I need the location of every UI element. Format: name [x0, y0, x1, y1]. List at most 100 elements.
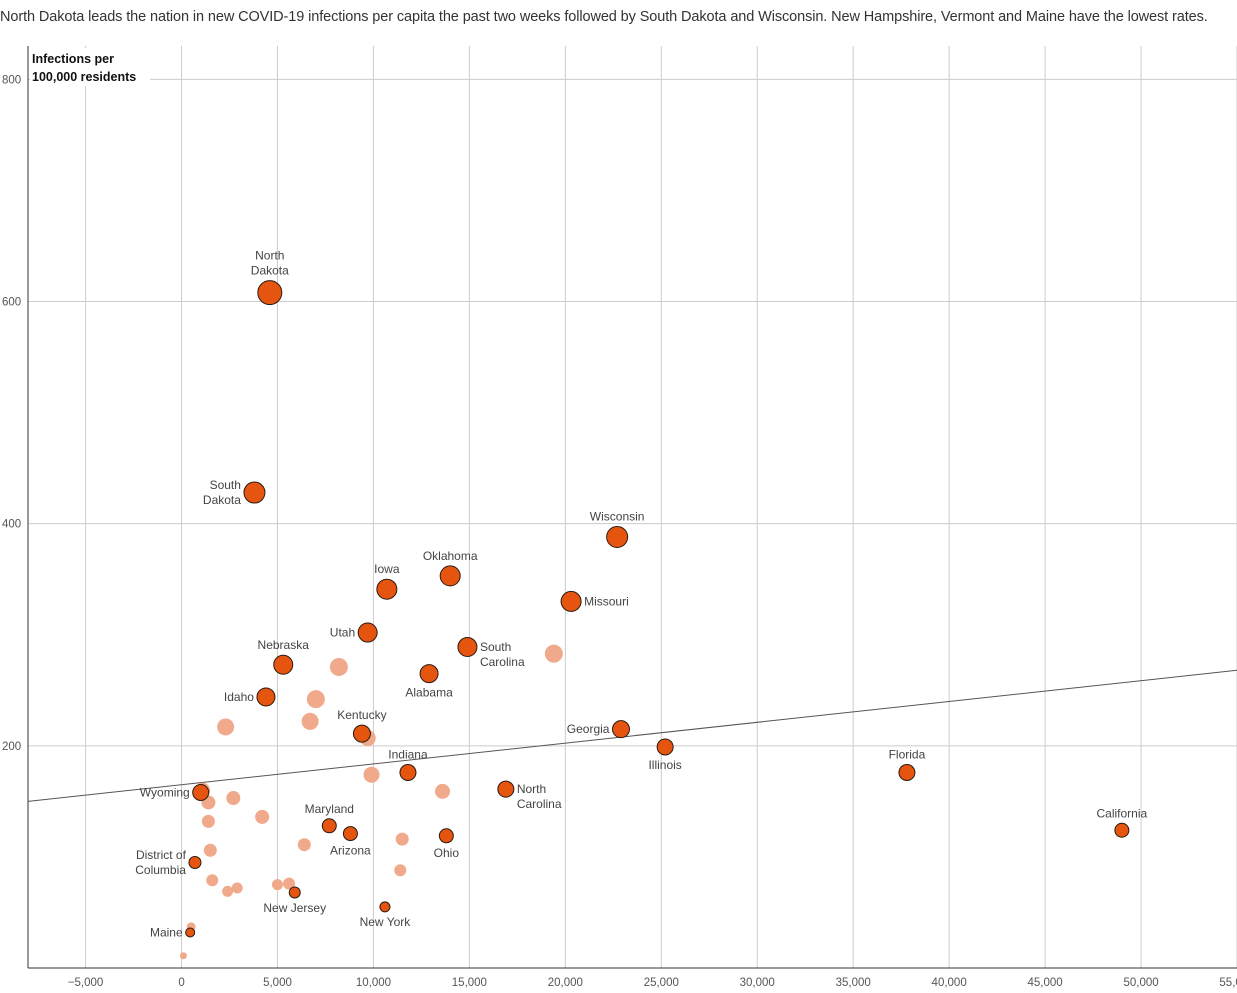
- point-idaho: [256, 687, 276, 707]
- point-label: North: [255, 249, 284, 263]
- y-axis-title-bg: [30, 48, 150, 86]
- point-label: Utah: [330, 626, 355, 640]
- state-point: [301, 712, 319, 730]
- state-point: [544, 644, 563, 663]
- point-label: Carolina: [480, 655, 525, 669]
- y-axis-title-line: Infections per: [32, 52, 114, 66]
- point-labels: NorthDakotaSouthDakotaWisconsinOklahomaI…: [135, 249, 1147, 940]
- x-tick-label: 30,000: [740, 977, 775, 989]
- x-tick-label: −5,000: [68, 977, 104, 989]
- point-label: Alabama: [405, 686, 453, 700]
- point-south-dakota: [243, 481, 266, 504]
- point-label: Maine: [150, 925, 183, 939]
- state-point: [329, 657, 348, 676]
- state-point: [203, 843, 217, 857]
- point-south-carolina: [457, 636, 478, 657]
- x-tick-label: 0: [178, 977, 184, 989]
- state-point: [394, 864, 407, 877]
- point-label: Iowa: [374, 562, 400, 576]
- point-ohio: [438, 828, 454, 844]
- point-label: New Jersey: [263, 901, 326, 915]
- point-label: District of: [136, 848, 187, 862]
- point-label: Kentucky: [337, 708, 386, 722]
- point-north-dakota: [257, 280, 283, 306]
- y-tick-label: 400: [2, 519, 21, 531]
- point-label: Indiana: [388, 747, 428, 761]
- point-arizona: [342, 826, 358, 842]
- point-label: Ohio: [434, 846, 460, 860]
- y-tick-label: 200: [2, 741, 21, 753]
- x-tick-label: 15,000: [452, 977, 487, 989]
- point-nebraska: [273, 654, 294, 675]
- state-point: [363, 766, 380, 783]
- y-tick-label: 800: [2, 74, 21, 86]
- state-point: [435, 783, 451, 799]
- point-new-jersey: [288, 886, 301, 899]
- x-tick-label: 45,000: [1028, 977, 1063, 989]
- x-tick-label: 10,000: [356, 977, 391, 989]
- point-kentucky: [352, 724, 371, 743]
- x-tick-label: 40,000: [932, 977, 967, 989]
- point-label: New York: [360, 915, 412, 929]
- point-wyoming: [192, 783, 210, 801]
- point-label: Nebraska: [258, 638, 310, 652]
- state-point: [226, 791, 241, 806]
- y-axis-title-line: 100,000 residents: [32, 70, 136, 84]
- x-tick-label: 35,000: [836, 977, 871, 989]
- point-label: Maryland: [305, 802, 354, 816]
- x-tick-label: 55,000: [1219, 977, 1237, 989]
- point-label: Columbia: [135, 863, 186, 877]
- state-point: [206, 874, 219, 887]
- point-indiana: [399, 763, 417, 781]
- x-tick-label: 5,000: [263, 977, 292, 989]
- point-missouri: [560, 590, 582, 612]
- point-label: South: [210, 478, 241, 492]
- point-label: Idaho: [224, 690, 254, 704]
- point-utah: [357, 622, 378, 643]
- point-georgia: [611, 720, 630, 739]
- point-district-of-columbia: [188, 855, 202, 869]
- point-north-carolina: [497, 780, 515, 798]
- y-axis-title: Infections per 100,000 residents: [30, 48, 150, 86]
- point-wisconsin: [606, 525, 629, 548]
- point-iowa: [376, 578, 398, 600]
- state-point: [271, 879, 283, 891]
- state-point: [201, 814, 215, 828]
- trendline-group: [27, 669, 1237, 802]
- point-illinois: [656, 738, 674, 756]
- point-label: Arizona: [330, 844, 371, 858]
- grid-lines: [28, 46, 1237, 968]
- state-point: [255, 809, 270, 824]
- point-label: Dakota: [203, 493, 241, 507]
- state-point: [179, 952, 187, 960]
- highlighted-points: [185, 280, 1130, 938]
- point-label: Wyoming: [140, 785, 190, 799]
- point-alabama: [419, 664, 439, 684]
- state-point: [282, 877, 295, 890]
- x-tick-label: 50,000: [1123, 977, 1158, 989]
- point-maine: [185, 927, 196, 938]
- point-label: South: [480, 640, 511, 654]
- point-label: Dakota: [251, 264, 289, 278]
- chart-headline: North Dakota leads the nation in new COV…: [0, 9, 1208, 25]
- state-point: [222, 885, 234, 897]
- point-label: Wisconsin: [590, 509, 645, 523]
- y-tick-label: 600: [2, 296, 21, 308]
- state-point: [231, 882, 243, 894]
- state-point: [217, 718, 235, 736]
- trendline: [27, 669, 1237, 802]
- state-point: [395, 832, 409, 846]
- point-oklahoma: [439, 565, 461, 587]
- axes: −5,000 0 5,000 10,000 15,000 20,000 25,000 30,0…: [2, 46, 1237, 989]
- point-california: [1114, 822, 1130, 838]
- point-label: Carolina: [517, 797, 562, 811]
- point-maryland: [321, 818, 337, 834]
- state-point: [297, 838, 311, 852]
- point-florida: [898, 763, 916, 781]
- point-new-york: [379, 901, 391, 913]
- point-label: Missouri: [584, 594, 629, 608]
- x-tick-label: 25,000: [644, 977, 679, 989]
- point-label: California: [1097, 806, 1148, 820]
- point-label: Florida: [889, 747, 926, 761]
